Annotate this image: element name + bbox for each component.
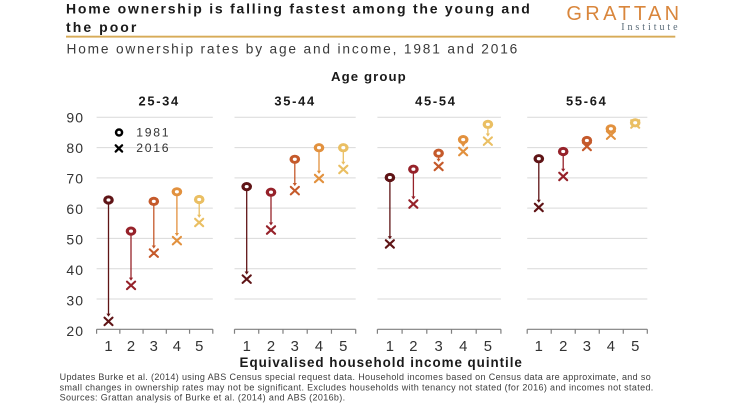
svg-text:55-64: 55-64: [566, 93, 607, 108]
svg-text:Age group: Age group: [331, 69, 407, 84]
svg-text:Home ownership rates by age an: Home ownership rates by age and income, …: [67, 42, 520, 57]
svg-text:4: 4: [173, 339, 181, 355]
svg-text:4: 4: [607, 339, 615, 355]
svg-text:the poor: the poor: [66, 19, 138, 35]
svg-text:GRATTAN: GRATTAN: [566, 3, 682, 25]
svg-text:1: 1: [535, 339, 543, 355]
svg-text:2: 2: [127, 339, 135, 355]
svg-text:40: 40: [66, 262, 84, 278]
svg-text:90: 90: [66, 109, 84, 125]
svg-text:3: 3: [583, 339, 591, 355]
svg-text:Sources: Grattan analysis of B: Sources: Grattan analysis of Burke et al…: [60, 393, 346, 403]
svg-text:2: 2: [559, 339, 567, 355]
svg-text:Institute: Institute: [621, 22, 680, 33]
svg-text:45-54: 45-54: [415, 93, 456, 108]
svg-text:1: 1: [386, 339, 394, 355]
svg-text:70: 70: [66, 170, 84, 186]
svg-text:50: 50: [66, 231, 84, 247]
svg-text:2016: 2016: [136, 141, 170, 155]
svg-text:2: 2: [409, 339, 417, 355]
svg-text:5: 5: [484, 339, 492, 355]
svg-text:30: 30: [66, 292, 84, 308]
svg-text:5: 5: [631, 339, 639, 355]
svg-text:35-44: 35-44: [274, 93, 315, 108]
svg-text:2: 2: [267, 339, 275, 355]
svg-text:3: 3: [434, 339, 442, 355]
svg-text:1981: 1981: [136, 126, 170, 140]
svg-text:60: 60: [66, 201, 84, 217]
svg-text:80: 80: [66, 140, 84, 156]
svg-text:Equivalised household income q: Equivalised household income quintile: [240, 355, 523, 370]
svg-text:4: 4: [315, 339, 323, 355]
svg-text:25-34: 25-34: [138, 93, 179, 108]
svg-text:5: 5: [339, 339, 347, 355]
svg-text:1: 1: [243, 339, 251, 355]
svg-text:3: 3: [150, 339, 158, 355]
svg-text:1: 1: [104, 339, 112, 355]
svg-text:small changes in ownership rat: small changes in ownership rates may not…: [60, 382, 654, 392]
svg-text:20: 20: [66, 323, 84, 339]
svg-text:5: 5: [195, 339, 203, 355]
svg-text:Home ownership is falling fast: Home ownership is falling fastest among …: [66, 1, 532, 17]
svg-text:Updates Burke et al. (2014) us: Updates Burke et al. (2014) using ABS Ce…: [60, 372, 651, 382]
svg-text:3: 3: [291, 339, 299, 355]
svg-text:4: 4: [459, 339, 467, 355]
